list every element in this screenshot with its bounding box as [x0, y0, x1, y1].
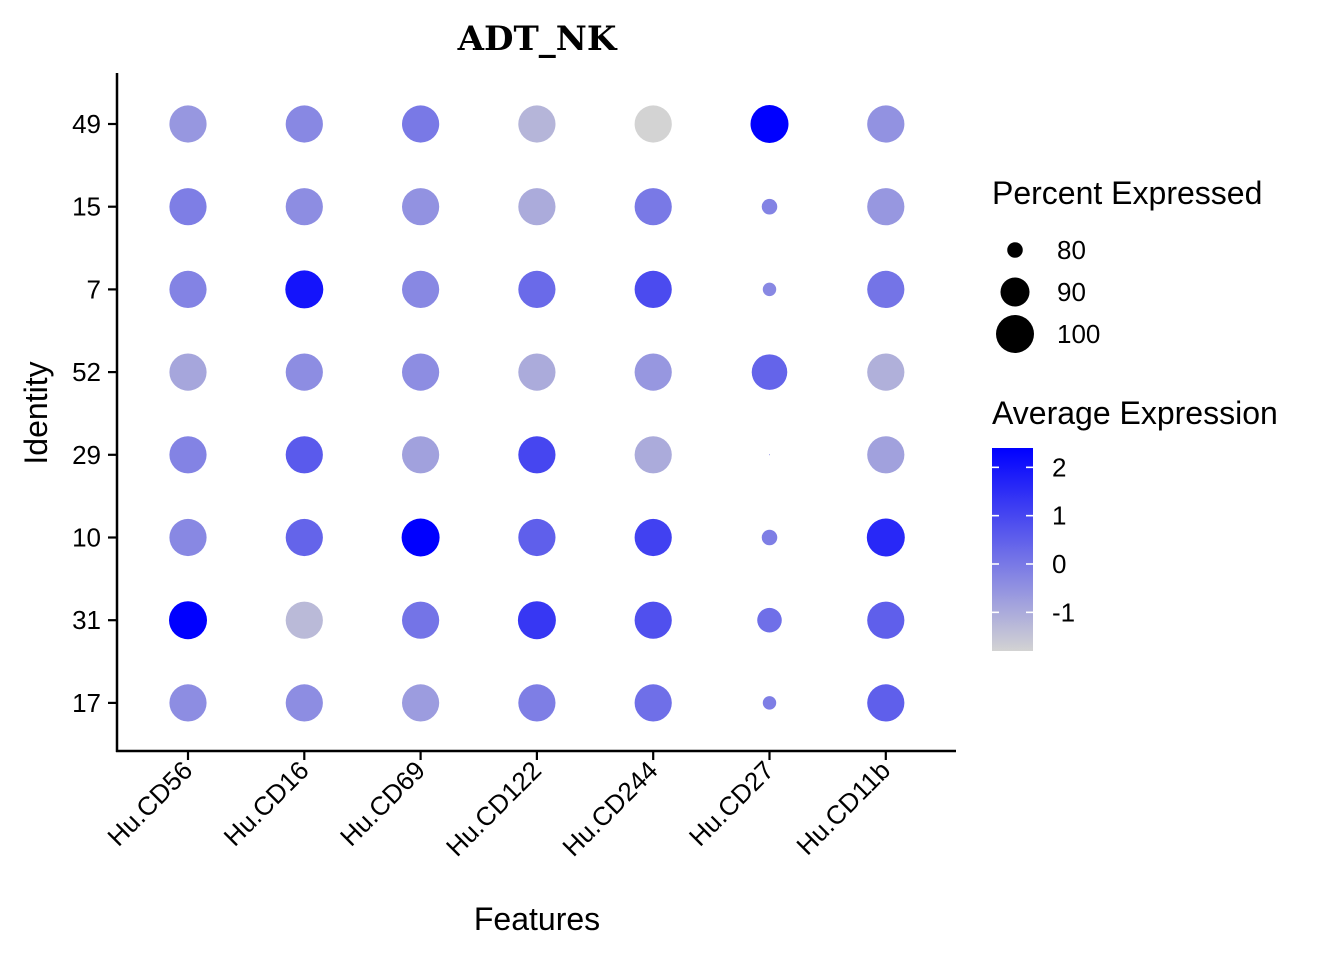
dot-point	[169, 188, 207, 226]
colorbar-tick-label: -1	[1052, 597, 1075, 627]
dot-point	[634, 601, 672, 639]
dot-point	[169, 353, 207, 391]
x-tick-label: Hu.CD244	[556, 755, 663, 862]
dot-point	[634, 105, 672, 143]
dot-point	[285, 684, 323, 722]
x-tick-label: Hu.CD27	[683, 755, 780, 852]
dot-point	[169, 105, 207, 143]
colorbar-tick-label: 1	[1052, 501, 1066, 531]
dot-point	[517, 601, 556, 640]
size-legend-dot	[996, 315, 1034, 353]
dot-point	[402, 270, 440, 308]
size-legend-label: 90	[1057, 277, 1086, 307]
size-legend: Percent Expressed 80 90 100	[992, 175, 1262, 353]
colorbar-tick-label: 0	[1052, 549, 1066, 579]
dot-point	[867, 188, 905, 226]
dot-point	[762, 696, 777, 710]
dot-point	[634, 270, 672, 308]
y-tick-label: 31	[72, 605, 101, 635]
y-axis-title: Identity	[18, 361, 54, 464]
dot-point	[518, 353, 556, 391]
dot-point	[285, 188, 323, 226]
dot-point	[402, 601, 440, 639]
chart-title: ADT_NK	[457, 19, 618, 59]
dot-point	[285, 270, 324, 309]
x-tick-label: Hu.CD11b	[790, 755, 896, 861]
y-tick-label: 17	[72, 688, 101, 718]
dot-point	[634, 188, 672, 226]
dot-point	[285, 436, 323, 474]
x-axis-ticks: Hu.CD56 Hu.CD16 Hu.CD69 Hu.CD122 Hu.CD244 Hu.…	[101, 751, 896, 862]
colorbar-tick-label: 2	[1052, 452, 1066, 482]
points-layer	[169, 105, 905, 722]
dot-point	[402, 188, 440, 226]
size-legend-label: 100	[1057, 319, 1100, 349]
size-legend-items: 80 90 100	[996, 235, 1100, 353]
dot-point	[518, 188, 556, 226]
y-tick-label: 49	[72, 109, 101, 139]
color-legend: Average Expression 2 1 0 -1	[992, 395, 1278, 651]
dot-point	[634, 353, 672, 391]
dot-point	[169, 436, 207, 474]
dot-point	[867, 436, 905, 474]
size-legend-dot	[1000, 277, 1030, 307]
dot-point	[169, 684, 207, 722]
y-tick-label: 52	[72, 357, 101, 387]
dot-point	[518, 105, 556, 143]
y-tick-label: 7	[87, 274, 101, 304]
dot-point	[518, 270, 556, 308]
dot-point	[518, 518, 556, 557]
dot-point	[761, 198, 778, 215]
dot-point	[401, 518, 440, 557]
dot-point	[518, 436, 556, 474]
x-tick-label: Hu.CD56	[101, 755, 198, 852]
color-legend-ticks: 2 1 0 -1	[992, 452, 1075, 627]
dot-point	[634, 436, 672, 474]
dot-point	[867, 270, 905, 308]
y-tick-label: 15	[72, 192, 101, 222]
dot-point	[751, 354, 788, 390]
x-axis-title: Features	[474, 901, 600, 937]
dot-point	[867, 105, 905, 143]
dot-point	[634, 684, 672, 722]
dot-point	[285, 601, 323, 639]
dot-point	[169, 270, 207, 308]
dot-point	[518, 684, 556, 722]
dot-point	[757, 607, 782, 633]
dot-point	[750, 105, 789, 143]
dot-point	[285, 518, 323, 557]
color-legend-title: Average Expression	[992, 395, 1278, 431]
x-tick-label: Hu.CD122	[440, 755, 547, 862]
size-legend-dot	[1007, 242, 1023, 258]
y-tick-label: 10	[72, 523, 101, 553]
colorbar	[992, 448, 1033, 651]
dot-point	[634, 518, 672, 557]
size-legend-title: Percent Expressed	[992, 175, 1262, 211]
dot-point	[169, 601, 207, 640]
dot-point	[402, 105, 440, 143]
dot-point	[402, 353, 440, 391]
dot-point	[402, 436, 440, 474]
x-tick-label: Hu.CD16	[218, 755, 315, 852]
dot-point	[169, 518, 207, 557]
dot-point	[769, 454, 770, 456]
dot-point	[285, 105, 323, 143]
dot-point	[402, 684, 440, 722]
y-axis-ticks: 49 15 7 52 29 10 31 17	[72, 109, 117, 718]
dot-point	[285, 353, 323, 391]
dot-point	[762, 282, 777, 297]
size-legend-label: 80	[1057, 235, 1086, 265]
dot-point	[761, 529, 778, 546]
y-tick-label: 29	[72, 440, 101, 470]
dot-point	[867, 601, 905, 639]
dot-point	[866, 518, 905, 557]
x-tick-label: Hu.CD69	[334, 755, 431, 852]
dot-point	[867, 353, 905, 391]
dot-point	[867, 684, 905, 722]
